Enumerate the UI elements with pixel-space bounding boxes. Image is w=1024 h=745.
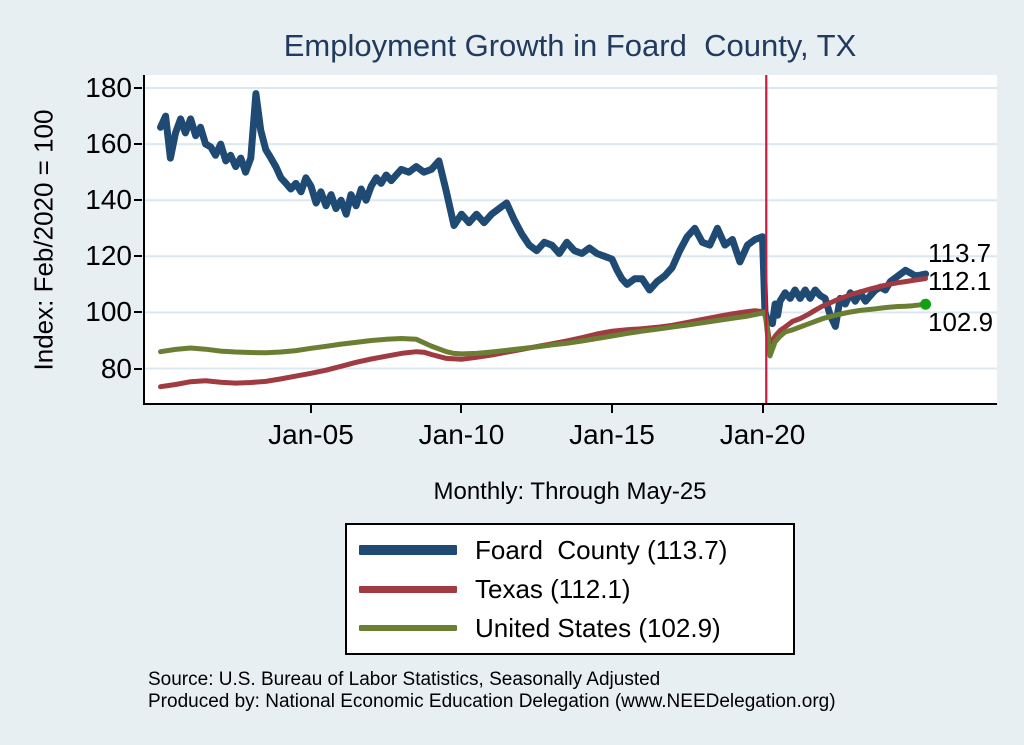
y-tick-mark — [134, 199, 142, 202]
series-end-value: 113.7 — [928, 237, 992, 268]
x-tick-mark — [610, 405, 613, 413]
y-tick-label: 160 — [85, 128, 132, 160]
legend-row: Foard County (113.7) — [359, 535, 793, 566]
y-tick-mark — [134, 143, 142, 146]
legend-swatch — [359, 625, 457, 631]
x-tick-label: Jan-15 — [569, 419, 655, 450]
y-tick-label: 180 — [85, 72, 132, 103]
y-tick-label: 80 — [100, 352, 132, 384]
legend: Foard County (113.7) Texas (112.1) United … — [345, 523, 795, 655]
plot-area — [143, 75, 997, 405]
y-tick-mark — [134, 87, 142, 89]
plot-svg — [143, 75, 997, 405]
source-note: Source: U.S. Bureau of Labor Statistics,… — [148, 669, 836, 713]
latest-point-marker — [920, 298, 932, 310]
y-tick-label: 120 — [85, 240, 132, 272]
produced-by-line: Produced by: National Economic Education… — [148, 691, 836, 712]
y-axis-title: Index: Feb/2020 = 100 — [28, 109, 59, 371]
series-end-value: 112.1 — [928, 266, 992, 297]
chart-title: Employment Growth in Foard County, TX — [283, 28, 857, 63]
legend-label: Texas (112.1) — [475, 573, 631, 604]
y-tick-mark — [134, 311, 142, 314]
series-end-value: 102.9 — [928, 307, 994, 338]
y-tick-label: 140 — [85, 184, 132, 216]
legend-row: Texas (112.1) — [359, 574, 793, 605]
y-tick-mark — [134, 367, 142, 370]
source-line: Source: U.S. Bureau of Labor Statistics,… — [148, 669, 661, 690]
x-tick-mark — [309, 405, 312, 413]
chart-subtitle: Monthly: Through May-25 — [433, 478, 707, 505]
series-line-0 — [157, 90, 930, 330]
legend-swatch — [359, 585, 457, 593]
y-tick-mark — [134, 255, 142, 258]
legend-label: United States (102.9) — [475, 612, 721, 643]
legend-row: United States (102.9) — [359, 613, 793, 644]
legend-label: Foard County (113.7) — [475, 534, 728, 565]
legend-swatch — [359, 545, 457, 555]
x-tick-label: Jan-05 — [268, 419, 354, 450]
x-tick-label: Jan-20 — [719, 419, 806, 450]
y-tick-label: 100 — [85, 296, 132, 328]
x-tick-label: Jan-10 — [418, 419, 505, 450]
x-tick-mark — [460, 405, 463, 413]
series-line-2 — [158, 301, 929, 359]
x-tick-mark — [761, 405, 764, 413]
